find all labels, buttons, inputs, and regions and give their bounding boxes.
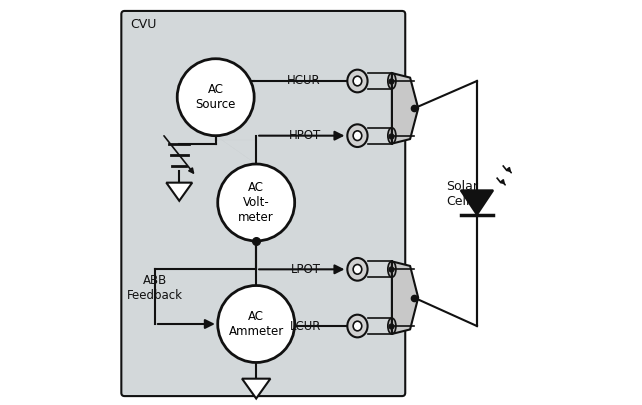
Circle shape: [218, 286, 295, 362]
Text: Solar
Cell: Solar Cell: [447, 180, 478, 209]
Text: LPOT: LPOT: [291, 263, 321, 276]
Ellipse shape: [353, 321, 361, 331]
Text: HCUR: HCUR: [288, 75, 321, 87]
Ellipse shape: [353, 264, 361, 274]
Ellipse shape: [347, 315, 368, 337]
Circle shape: [218, 164, 295, 241]
Bar: [343, 64, 398, 343]
Ellipse shape: [388, 318, 396, 334]
Polygon shape: [392, 261, 418, 334]
Ellipse shape: [347, 258, 368, 281]
FancyBboxPatch shape: [121, 11, 405, 396]
Ellipse shape: [353, 131, 361, 141]
Text: AC
Ammeter: AC Ammeter: [229, 310, 284, 338]
Text: AC
Source: AC Source: [196, 83, 236, 111]
Ellipse shape: [353, 76, 361, 86]
Text: LCUR: LCUR: [290, 320, 321, 333]
Ellipse shape: [347, 124, 368, 147]
Text: ABB
Feedback: ABB Feedback: [127, 273, 183, 302]
Text: HPOT: HPOT: [289, 129, 321, 142]
Circle shape: [177, 59, 254, 136]
Polygon shape: [166, 183, 192, 201]
Ellipse shape: [347, 70, 368, 92]
Ellipse shape: [388, 73, 396, 89]
Polygon shape: [461, 190, 493, 215]
Polygon shape: [242, 379, 270, 399]
Ellipse shape: [388, 128, 396, 144]
Text: AC
Volt-
meter: AC Volt- meter: [238, 181, 274, 224]
Ellipse shape: [388, 261, 396, 277]
Text: CVU: CVU: [131, 18, 157, 31]
Polygon shape: [392, 73, 418, 144]
